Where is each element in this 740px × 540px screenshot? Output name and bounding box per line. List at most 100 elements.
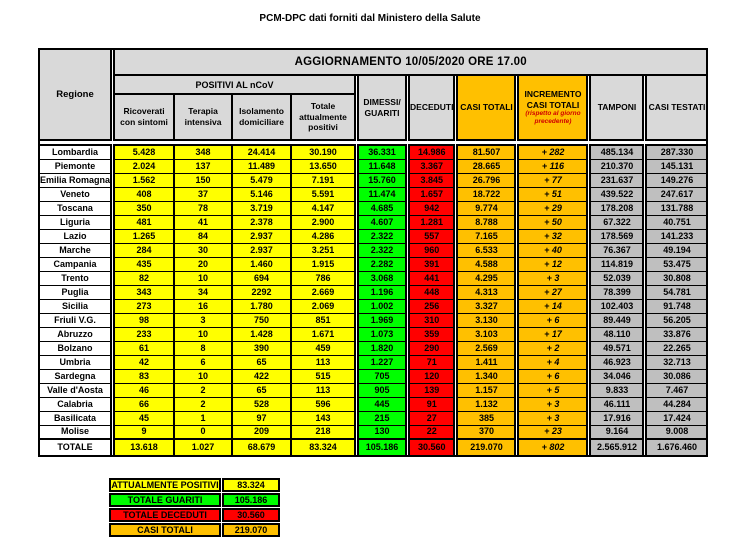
column-gutter xyxy=(355,327,359,341)
column-gutter xyxy=(643,243,647,257)
column-gutter xyxy=(111,201,115,215)
column-gutter xyxy=(515,383,519,397)
column-gutter xyxy=(643,229,647,243)
column-header-ricoverati: Ricoverati con sintomi xyxy=(113,93,176,141)
cell-dimessi: 11.474 xyxy=(357,186,408,202)
cell-terapia: 37 xyxy=(173,186,234,202)
column-header-isolamento: Isolamento domiciliare xyxy=(231,93,293,141)
cell-casi-testati: 54.781 xyxy=(645,284,709,300)
column-gutter xyxy=(454,243,458,257)
cell-incremento: + 3 xyxy=(517,396,589,412)
cell-deceduti: 391 xyxy=(408,256,456,272)
column-gutter xyxy=(587,355,591,369)
cell-dimessi: 1.969 xyxy=(357,312,408,328)
cell-totale-positivi: 143 xyxy=(290,410,357,426)
cell-casi-totali: 81.507 xyxy=(456,144,517,160)
column-gutter xyxy=(454,215,458,229)
summary-value: 219.070 xyxy=(222,523,280,537)
column-gutter xyxy=(111,313,115,327)
cell-totale-positivi: 113 xyxy=(290,382,357,398)
summary-value: 105.186 xyxy=(222,493,280,507)
column-gutter xyxy=(643,425,647,439)
cell-name: Umbria xyxy=(37,354,113,370)
cell-dimessi: 1.196 xyxy=(357,284,408,300)
cell-name: Abruzzo xyxy=(37,326,113,342)
column-gutter xyxy=(111,369,115,383)
column-gutter xyxy=(587,159,591,173)
cell-dimessi: 2.322 xyxy=(357,242,408,258)
column-gutter xyxy=(406,369,410,383)
cell-tamponi: 89.449 xyxy=(589,312,645,328)
cell-totale-positivi: 2.669 xyxy=(290,284,357,300)
column-gutter xyxy=(111,299,115,313)
cell-incremento: + 6 xyxy=(517,368,589,384)
cell-name: Lazio xyxy=(37,228,113,244)
cell-casi-testati: 1.676.460 xyxy=(645,438,709,457)
cell-casi-testati: 33.876 xyxy=(645,326,709,342)
column-gutter xyxy=(587,327,591,341)
column-header-deceduti: DECEDUTI xyxy=(408,74,456,141)
column-gutter xyxy=(454,313,458,327)
column-gutter xyxy=(643,173,647,187)
region-row: Campania 435 20 1.460 1.915 2.282 391 4.588 + 12… xyxy=(37,256,709,272)
column-gutter xyxy=(355,341,359,355)
column-header-totale-positivi: Totale attualmente positivi xyxy=(290,93,357,141)
column-gutter xyxy=(111,229,115,243)
column-gutter xyxy=(406,271,410,285)
cell-deceduti: 942 xyxy=(408,200,456,216)
column-gutter xyxy=(643,285,647,299)
column-gutter xyxy=(454,383,458,397)
column-gutter xyxy=(643,145,647,159)
cell-casi-totali: 9.774 xyxy=(456,200,517,216)
cell-isolamento: 1.460 xyxy=(231,256,293,272)
cell-dimessi: 11.648 xyxy=(357,158,408,174)
column-gutter xyxy=(643,439,647,456)
cell-casi-totali: 6.533 xyxy=(456,242,517,258)
column-gutter xyxy=(355,369,359,383)
cell-isolamento: 1.780 xyxy=(231,298,293,314)
column-gutter xyxy=(355,187,359,201)
column-gutter xyxy=(515,173,519,187)
cell-ricoverati: 481 xyxy=(113,214,176,230)
cell-isolamento: 24.414 xyxy=(231,144,293,160)
column-gutter xyxy=(406,327,410,341)
cell-casi-testati: 30.808 xyxy=(645,270,709,286)
cell-deceduti: 139 xyxy=(408,382,456,398)
cell-name: Trento xyxy=(37,270,113,286)
cell-name: Liguria xyxy=(37,214,113,230)
cell-ricoverati: 83 xyxy=(113,368,176,384)
column-gutter xyxy=(643,201,647,215)
cell-isolamento: 3.719 xyxy=(231,200,293,216)
column-gutter xyxy=(355,173,359,187)
column-gutter xyxy=(355,229,359,243)
cell-terapia: 10 xyxy=(173,326,234,342)
cell-isolamento: 1.428 xyxy=(231,326,293,342)
cell-ricoverati: 45 xyxy=(113,410,176,426)
cell-tamponi: 76.367 xyxy=(589,242,645,258)
cell-ricoverati: 350 xyxy=(113,200,176,216)
cell-terapia: 10 xyxy=(173,270,234,286)
column-gutter xyxy=(643,341,647,355)
cell-ricoverati: 61 xyxy=(113,340,176,356)
region-row: Marche 284 30 2.937 3.251 2.322 960 6.533 + 40 76… xyxy=(37,242,709,258)
column-header-casi-totali: CASI TOTALI xyxy=(456,74,517,141)
column-gutter xyxy=(111,271,115,285)
cell-incremento: + 29 xyxy=(517,200,589,216)
cell-deceduti: 22 xyxy=(408,424,456,440)
cell-casi-totali: 370 xyxy=(456,424,517,440)
column-gutter xyxy=(355,355,359,369)
cell-ricoverati: 2.024 xyxy=(113,158,176,174)
cell-name: Molise xyxy=(37,424,113,440)
cell-dimessi: 15.760 xyxy=(357,172,408,188)
group-header-positivi: POSITIVI AL nCoV xyxy=(113,74,357,95)
cell-deceduti: 91 xyxy=(408,396,456,412)
region-row: Valle d'Aosta 46 2 65 113 905 139 1.157 + 5 9.833… xyxy=(37,382,709,398)
column-gutter xyxy=(111,257,115,271)
cell-name: Piemonte xyxy=(37,158,113,174)
cell-totale-positivi: 1.915 xyxy=(290,256,357,272)
cell-casi-testati: 91.748 xyxy=(645,298,709,314)
cell-casi-totali: 18.722 xyxy=(456,186,517,202)
column-gutter xyxy=(406,215,410,229)
column-gutter xyxy=(111,215,115,229)
cell-casi-totali: 385 xyxy=(456,410,517,426)
